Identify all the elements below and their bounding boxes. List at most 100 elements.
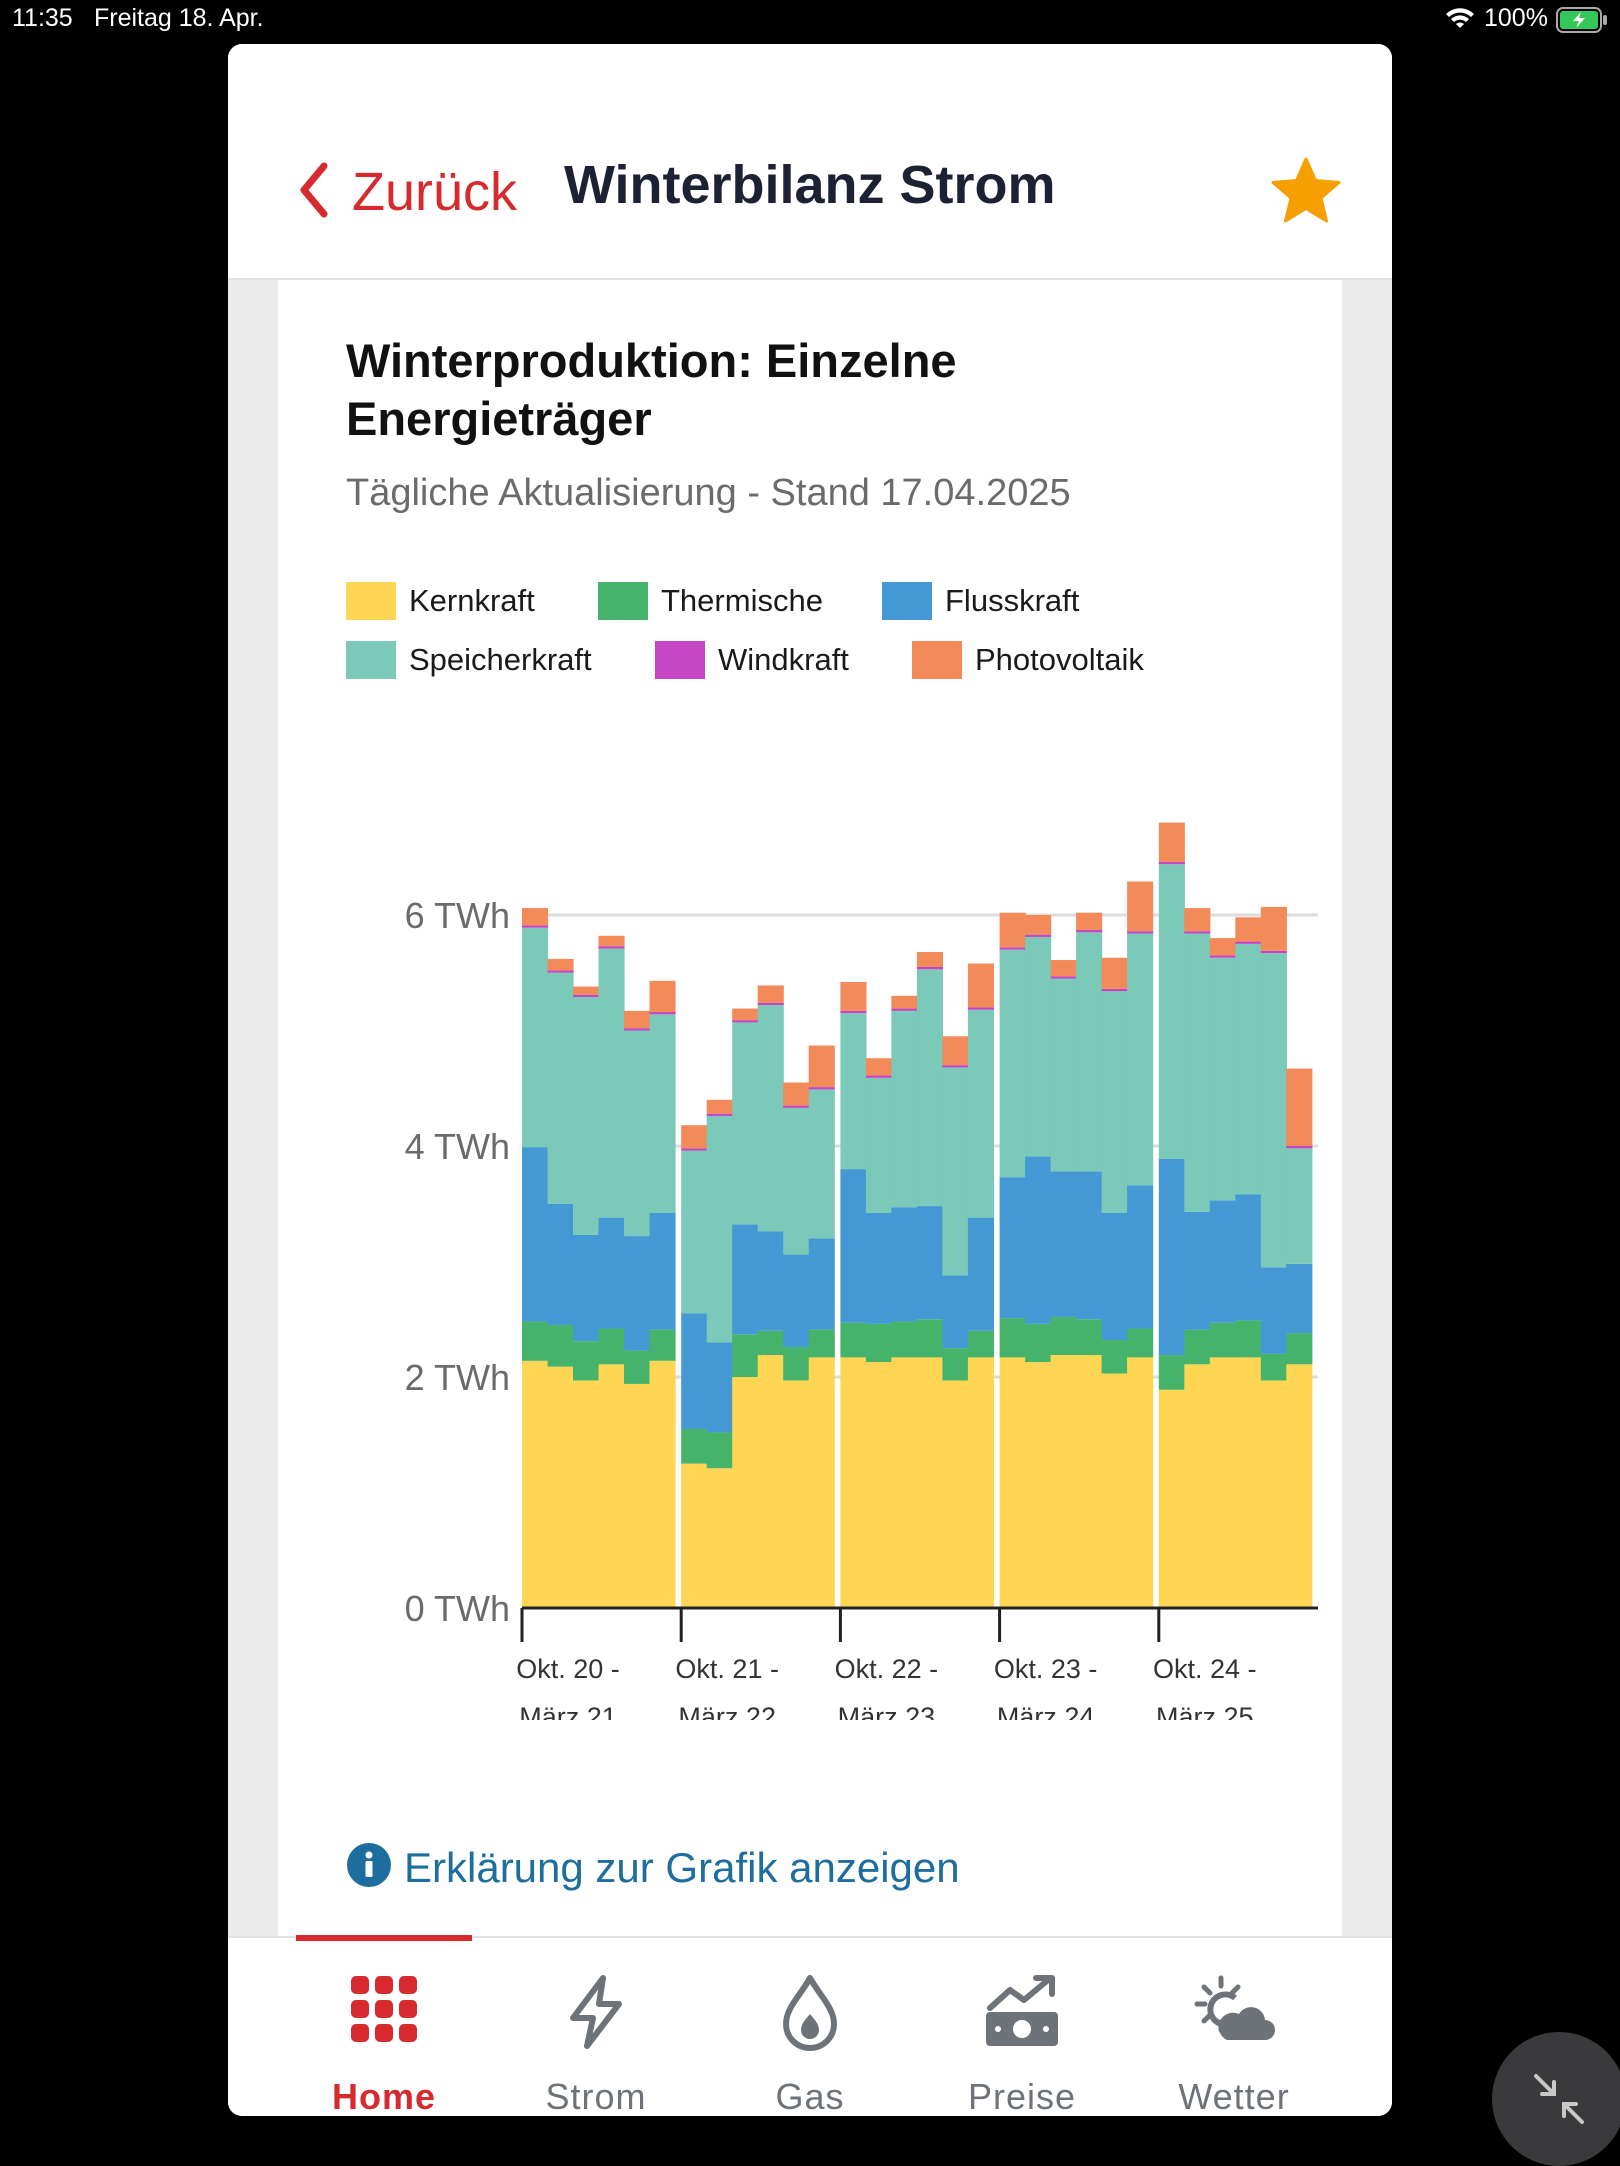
bar-segment <box>999 912 1026 948</box>
chevron-left-icon <box>296 162 330 223</box>
bar-segment <box>891 1207 918 1322</box>
bar-segment <box>1101 1373 1128 1608</box>
legend-label: Kernkraft <box>409 583 535 618</box>
bar-segment <box>1101 991 1128 1213</box>
bar-segment <box>916 1206 943 1320</box>
bar-segment <box>706 1432 733 1469</box>
bar-segment <box>706 1468 733 1608</box>
bar-segment <box>522 927 549 1148</box>
bar-segment <box>1235 941 1262 944</box>
bar-segment <box>942 1067 969 1276</box>
bar-segment <box>649 1212 676 1330</box>
stacked-bar-chart: 0 TWh 2 TWh 4 TWh 6 TWh Okt. 20 - März 21 Okt.… <box>405 822 1318 1720</box>
legend-label: Flusskraft <box>945 583 1080 618</box>
y-tick-label: 4 TWh <box>405 1126 510 1167</box>
bar-segment <box>624 1383 651 1608</box>
bar-segment <box>1101 957 1128 989</box>
money-trend-icon <box>982 1974 1062 2055</box>
x-tick-label: März 23 <box>838 1702 936 1720</box>
bar-segment <box>840 1010 867 1014</box>
bar-segment <box>1050 1171 1077 1317</box>
bar-segment <box>681 1428 708 1464</box>
bar-segment <box>1260 1380 1287 1608</box>
collapse-arrows-icon <box>1532 2072 1586 2131</box>
bar-segment <box>967 963 994 1008</box>
x-tick-label: Okt. 21 - <box>675 1654 779 1684</box>
battery-icon <box>1556 7 1608 38</box>
bar-segment <box>1101 1340 1128 1374</box>
bar-segment <box>891 1008 918 1011</box>
explain-chart-link[interactable]: Erklärung zur Grafik anzeigen <box>346 1842 960 1893</box>
bar-segment <box>547 972 574 1204</box>
tab-home[interactable]: Home <box>294 1938 474 2116</box>
bar-segment <box>999 947 1026 950</box>
bar-segment <box>706 1115 733 1343</box>
legend-item[interactable]: Flusskraft <box>882 582 1079 620</box>
bar-segment <box>808 1238 835 1330</box>
bar-segment <box>757 985 784 1003</box>
bar-segment <box>547 958 574 971</box>
bar-segment <box>522 1360 549 1608</box>
bar-segment <box>1127 881 1154 932</box>
bar-segment <box>706 1113 733 1116</box>
legend-item[interactable]: Windkraft <box>655 641 849 679</box>
bar-segment <box>865 1058 892 1076</box>
back-button[interactable]: Zurück <box>296 152 517 232</box>
bar-segment <box>865 1077 892 1213</box>
legend-item[interactable]: Photovoltaik <box>912 641 1144 679</box>
bar-segment <box>1101 1212 1128 1341</box>
x-tick-label: Okt. 23 - <box>994 1654 1098 1684</box>
tab-gas[interactable]: Gas <box>720 1938 900 2116</box>
tab-label: Preise <box>967 2076 1077 2116</box>
bar-segment <box>573 1380 600 1608</box>
bar-segment <box>598 1328 625 1365</box>
bar-segment <box>757 1005 784 1232</box>
grid-icon <box>349 1974 419 2049</box>
bar-segment <box>1184 908 1211 932</box>
legend-swatch <box>655 641 705 679</box>
legend-item[interactable]: Speicherkraft <box>346 641 592 679</box>
bar-segment <box>999 949 1026 1178</box>
bar-segment <box>891 1321 918 1358</box>
bar-segment <box>547 1203 574 1326</box>
bar-segment <box>681 1148 708 1151</box>
tab-preise[interactable]: Preise <box>932 1938 1112 2116</box>
bar-segment <box>865 1323 892 1362</box>
bar-segment <box>1260 1267 1287 1354</box>
flame-drop-icon <box>778 1974 842 2057</box>
bar-segment <box>1260 953 1287 1268</box>
bar-segment <box>891 1010 918 1208</box>
tab-wetter[interactable]: Wetter <box>1144 1938 1324 2116</box>
favorite-button[interactable] <box>1270 156 1342 231</box>
bar-segment <box>1209 1322 1236 1358</box>
legend-item[interactable]: Thermische <box>598 582 823 620</box>
tab-strom[interactable]: Strom <box>506 1938 686 2116</box>
collapse-button[interactable] <box>1492 2032 1620 2166</box>
bar-segment <box>891 995 918 1009</box>
bar-segment <box>598 1217 625 1329</box>
bar-segment <box>757 1231 784 1331</box>
bar-segment <box>783 1380 810 1608</box>
bar-segment <box>732 1008 759 1021</box>
bar-segment <box>1260 950 1287 954</box>
content-scroll[interactable]: Winterproduktion: Einzelne Energieträger… <box>228 280 1392 1936</box>
bar-segment <box>522 925 549 928</box>
bar-segment <box>1050 1316 1077 1356</box>
bar-segment <box>1158 822 1185 862</box>
bar-segment <box>1209 957 1236 1201</box>
bar-segment <box>1076 1319 1103 1356</box>
bar-segment <box>1235 1357 1262 1608</box>
bar-segment <box>967 1217 994 1331</box>
active-tab-indicator <box>296 1935 472 1941</box>
legend-item[interactable]: Kernkraft <box>346 582 535 620</box>
tab-bar: Home Strom Gas <box>228 1935 1392 2116</box>
bar-segment <box>624 1236 651 1351</box>
x-tick-label: März 24 <box>997 1702 1095 1720</box>
bar-segment <box>783 1105 810 1108</box>
bar-segment <box>649 1012 676 1015</box>
tab-label: Strom <box>545 2076 647 2116</box>
bar-segment <box>1076 1355 1103 1608</box>
bar-segment <box>732 1020 759 1023</box>
bar-segment <box>1025 1323 1052 1362</box>
bar-segment <box>783 1346 810 1381</box>
